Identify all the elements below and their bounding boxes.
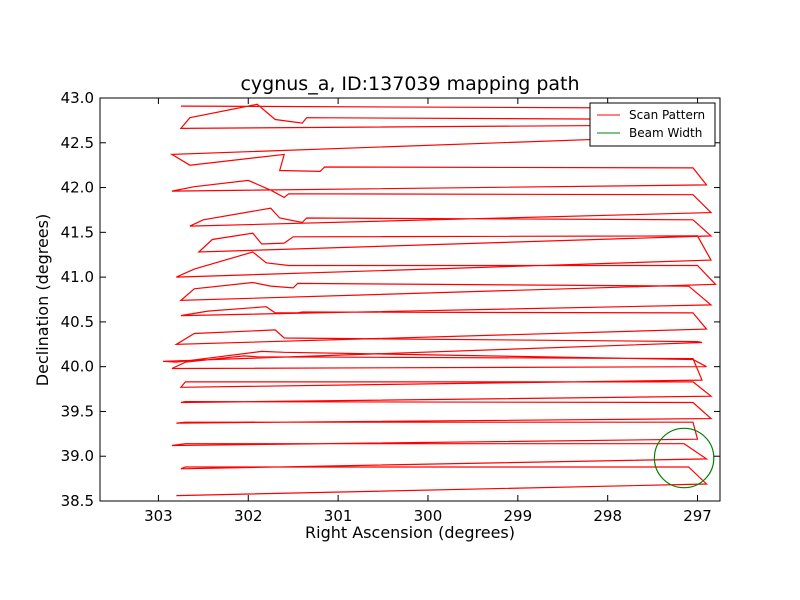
legend-label-scan-pattern: Scan Pattern <box>629 108 705 122</box>
legend-box <box>589 102 716 147</box>
x-tick-label: 301 <box>324 507 353 525</box>
y-tick-label: 42.0 <box>61 179 94 197</box>
chart-title: cygnus_a, ID:137039 mapping path <box>240 73 579 95</box>
x-axis-label: Right Ascension (degrees) <box>305 523 515 542</box>
x-tick-label: 303 <box>144 507 173 525</box>
y-tick-label: 42.5 <box>61 134 94 152</box>
y-tick-label: 43.0 <box>61 89 94 107</box>
y-axis: 38.5 39.0 39.5 40.0 40.5 41.0 41.5 42.0 42.5 43.0 <box>61 89 720 510</box>
x-tick-label: 299 <box>504 507 533 525</box>
y-tick-label: 39.0 <box>61 447 94 465</box>
y-tick-label: 38.5 <box>61 492 94 510</box>
y-tick-label: 41.0 <box>61 268 94 286</box>
legend: Scan Pattern Beam Width <box>589 102 716 147</box>
x-tick-label: 298 <box>593 507 622 525</box>
plot-frame <box>99 97 721 502</box>
x-tick-label: 302 <box>234 507 263 525</box>
y-tick-label: 39.5 <box>61 402 94 420</box>
series-line-scan-pattern <box>162 103 717 497</box>
y-tick-label: 40.5 <box>61 313 94 331</box>
data-layer <box>162 103 717 497</box>
legend-label-beam-width: Beam Width <box>629 126 702 140</box>
x-axis: 303 302 301 300 299 298 297 <box>144 98 712 525</box>
x-tick-label: 297 <box>683 507 712 525</box>
beam-width-circle <box>653 427 715 489</box>
y-tick-label: 41.5 <box>61 223 94 241</box>
x-tick-label: 300 <box>414 507 443 525</box>
y-axis-label: Declination (degrees) <box>33 214 52 386</box>
y-tick-label: 40.0 <box>61 358 94 376</box>
